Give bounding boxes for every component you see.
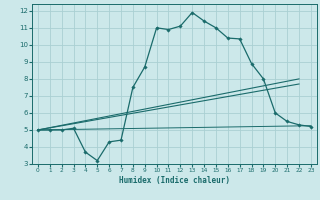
X-axis label: Humidex (Indice chaleur): Humidex (Indice chaleur) bbox=[119, 176, 230, 185]
